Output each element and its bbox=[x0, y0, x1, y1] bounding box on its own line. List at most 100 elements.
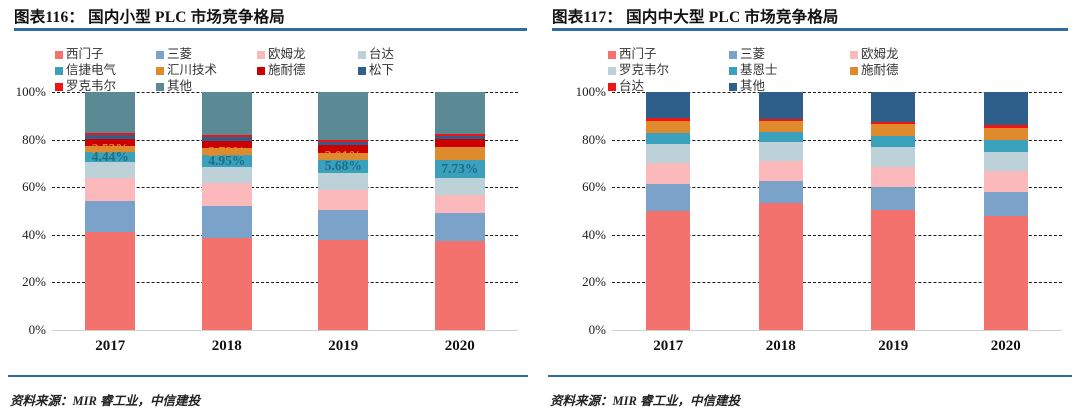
legend-label: 西门子 bbox=[66, 47, 104, 61]
bar-segment-台达[interactable] bbox=[318, 173, 369, 190]
legend-item-台达: 台达 bbox=[608, 79, 721, 94]
bar-segment-西门子[interactable] bbox=[646, 211, 691, 330]
bar-segment-西门子[interactable] bbox=[434, 240, 485, 330]
bar-segment-其他[interactable] bbox=[646, 92, 691, 119]
bar-segment-松下[interactable] bbox=[434, 135, 485, 140]
legend-swatch-icon bbox=[257, 50, 265, 59]
bar-segment-罗克韦尔[interactable] bbox=[758, 142, 803, 162]
stacked-bar-2017[interactable] bbox=[646, 92, 691, 330]
gridline-60% bbox=[612, 187, 1062, 189]
bar-segment-松下[interactable] bbox=[318, 141, 369, 145]
bar-segment-施耐德[interactable] bbox=[758, 121, 803, 133]
bar-segment-台达[interactable] bbox=[85, 162, 136, 178]
legend-label: 欧姆龙 bbox=[861, 47, 899, 61]
bar-segment-罗克韦尔[interactable] bbox=[871, 146, 916, 167]
bar-segment-信捷电气[interactable] bbox=[85, 151, 136, 163]
bar-segment-其他[interactable] bbox=[434, 92, 485, 135]
stacked-bar-2019[interactable] bbox=[871, 92, 916, 330]
bar-segment-西门子[interactable] bbox=[871, 209, 916, 330]
bar-segment-欧姆龙[interactable] bbox=[318, 189, 369, 210]
bar-segment-台达[interactable] bbox=[758, 118, 803, 122]
bar-segment-汇川技术[interactable] bbox=[434, 146, 485, 160]
bar-segment-罗克韦尔[interactable] bbox=[318, 139, 369, 142]
bar-segment-松下[interactable] bbox=[201, 137, 252, 142]
bar-segment-三菱[interactable] bbox=[201, 205, 252, 239]
bar-segment-施耐德[interactable] bbox=[318, 144, 369, 153]
stacked-bar-2018[interactable] bbox=[758, 92, 803, 330]
bar-segment-松下[interactable] bbox=[85, 134, 136, 139]
x-axis-label-2017: 2017 bbox=[653, 338, 684, 354]
x-axis-label-2019: 2019 bbox=[328, 338, 359, 354]
bar-segment-其他[interactable] bbox=[318, 92, 369, 140]
bar-segment-西门子[interactable] bbox=[318, 239, 369, 330]
data-label-2020-信捷电气: 7.73% bbox=[441, 160, 479, 176]
bar-segment-罗克韦尔[interactable] bbox=[983, 151, 1028, 172]
bar-segment-台达[interactable] bbox=[983, 124, 1028, 128]
stacked-bar-2018[interactable] bbox=[201, 92, 252, 330]
bar-segment-西门子[interactable] bbox=[201, 238, 252, 330]
bar-segment-罗克韦尔[interactable] bbox=[85, 132, 136, 135]
bar-segment-基恩士[interactable] bbox=[758, 132, 803, 143]
bar-segment-基恩士[interactable] bbox=[871, 135, 916, 147]
bar-segment-欧姆龙[interactable] bbox=[871, 166, 916, 188]
bar-segment-其他[interactable] bbox=[758, 92, 803, 119]
bar-segment-信捷电气[interactable] bbox=[434, 159, 485, 178]
legend-swatch-icon bbox=[156, 50, 164, 59]
bar-segment-施耐德[interactable] bbox=[434, 139, 485, 147]
bar-segment-施耐德[interactable] bbox=[983, 127, 1028, 141]
bar-segment-西门子[interactable] bbox=[85, 232, 136, 330]
bar-segment-信捷电气[interactable] bbox=[201, 155, 252, 167]
bar-segment-三菱[interactable] bbox=[85, 200, 136, 233]
bar-segment-三菱[interactable] bbox=[318, 209, 369, 240]
bar-segment-欧姆龙[interactable] bbox=[983, 171, 1028, 193]
bar-segment-信捷电气[interactable] bbox=[318, 159, 369, 174]
data-label-2018-汇川技术: 2.79% bbox=[208, 143, 246, 159]
bar-segment-三菱[interactable] bbox=[646, 183, 691, 211]
bar-segment-基恩士[interactable] bbox=[983, 140, 1028, 152]
bar-segment-欧姆龙[interactable] bbox=[85, 177, 136, 201]
bar-segment-三菱[interactable] bbox=[758, 181, 803, 203]
bar-segment-西门子[interactable] bbox=[983, 215, 1028, 330]
footer-rule-right bbox=[548, 375, 1072, 377]
bar-segment-台达[interactable] bbox=[871, 121, 916, 124]
bar-segment-其他[interactable] bbox=[983, 92, 1028, 125]
bar-segment-台达[interactable] bbox=[201, 166, 252, 184]
bar-segment-罗克韦尔[interactable] bbox=[646, 143, 691, 163]
bar-segment-施耐德[interactable] bbox=[646, 120, 691, 133]
bar-segment-欧姆龙[interactable] bbox=[434, 194, 485, 213]
bar-segment-汇川技术[interactable] bbox=[201, 148, 252, 155]
stacked-bar-2017[interactable] bbox=[85, 92, 136, 330]
bar-segment-施耐德[interactable] bbox=[871, 123, 916, 136]
x-axis-label-2019: 2019 bbox=[878, 338, 909, 354]
bar-segment-三菱[interactable] bbox=[434, 212, 485, 241]
bar-segment-欧姆龙[interactable] bbox=[646, 162, 691, 184]
stacked-bar-2019[interactable] bbox=[318, 92, 369, 330]
bar-segment-汇川技术[interactable] bbox=[318, 152, 369, 160]
bar-segment-欧姆龙[interactable] bbox=[758, 161, 803, 182]
bar-segment-施耐德[interactable] bbox=[201, 141, 252, 149]
legend-swatch-icon bbox=[257, 66, 265, 75]
bar-segment-其他[interactable] bbox=[201, 92, 252, 136]
legend-item-三菱: 三菱 bbox=[729, 47, 842, 62]
bar-segment-台达[interactable] bbox=[646, 118, 691, 121]
x-axis-label-2020: 2020 bbox=[990, 338, 1021, 354]
bar-segment-西门子[interactable] bbox=[758, 202, 803, 330]
legend-swatch-icon bbox=[608, 50, 616, 59]
bar-segment-其他[interactable] bbox=[871, 92, 916, 122]
bar-segment-其他[interactable] bbox=[85, 92, 136, 133]
bar-segment-三菱[interactable] bbox=[983, 192, 1028, 216]
bar-segment-基恩士[interactable] bbox=[646, 132, 691, 144]
bar-segment-罗克韦尔[interactable] bbox=[201, 135, 252, 138]
gridline-100% bbox=[52, 92, 518, 93]
stacked-bar-2020[interactable] bbox=[983, 92, 1028, 330]
bar-segment-罗克韦尔[interactable] bbox=[434, 134, 485, 136]
bar-segment-施耐德[interactable] bbox=[85, 138, 136, 146]
legend-swatch-icon bbox=[55, 66, 63, 75]
bar-segment-三菱[interactable] bbox=[871, 187, 916, 210]
title-rule-right bbox=[552, 28, 1068, 31]
chart-panel-right: 图表117： 国内中大型 PLC 市场竞争格局 西门子 三菱 欧姆龙 罗克韦尔 基恩士 施… bbox=[540, 0, 1080, 413]
stacked-bar-2020[interactable] bbox=[434, 92, 485, 330]
bar-segment-台达[interactable] bbox=[434, 177, 485, 195]
bar-segment-欧姆龙[interactable] bbox=[201, 183, 252, 206]
bar-segment-汇川技术[interactable] bbox=[85, 145, 136, 152]
